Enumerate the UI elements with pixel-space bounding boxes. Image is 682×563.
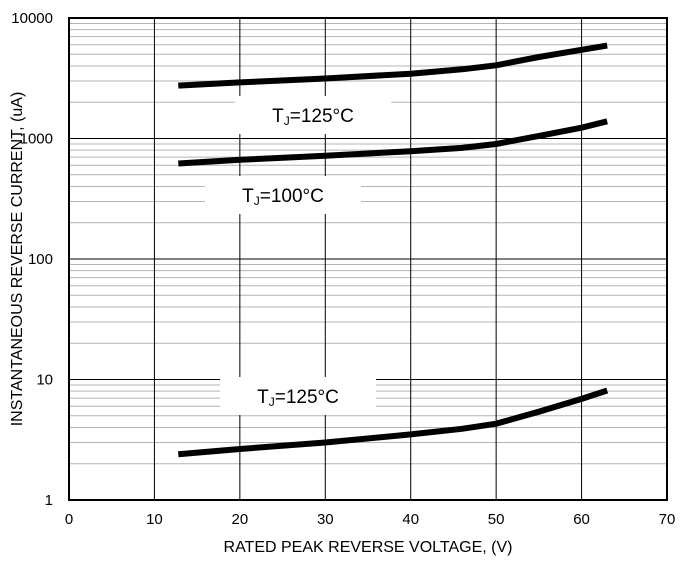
x-tick-label: 30 bbox=[317, 511, 334, 528]
x-tick-label: 40 bbox=[402, 511, 419, 528]
x-tick-label: 20 bbox=[232, 511, 249, 528]
x-tick-label: 60 bbox=[573, 511, 590, 528]
x-tick-labels: 0 10 20 30 40 50 60 70 bbox=[65, 511, 676, 528]
y-tick-label: 10000 bbox=[11, 10, 53, 27]
y-tick-label: 10 bbox=[36, 372, 53, 389]
series-label-text: TJ=100°C bbox=[242, 186, 324, 208]
series-annotations: TJ=125°C TJ=100°C TJ=125°C bbox=[205, 96, 391, 415]
series-line-3 bbox=[178, 387, 609, 458]
series-label-2: TJ=100°C bbox=[205, 176, 361, 214]
y-tick-label: 1000 bbox=[20, 131, 53, 148]
y-axis-title: INSTANTANEOUS REVERSE CURRENT, (uA) bbox=[9, 92, 26, 427]
series-label-bg bbox=[235, 96, 391, 134]
curves bbox=[178, 42, 609, 458]
y-tick-label: 1 bbox=[45, 492, 53, 509]
y-tick-labels: 1 10 100 1000 10000 bbox=[11, 10, 53, 509]
series-label-bg bbox=[220, 377, 376, 415]
plot-frame bbox=[68, 17, 668, 501]
series-label-text: TJ=125°C bbox=[257, 387, 339, 409]
series-line-1 bbox=[178, 42, 608, 89]
y-tick-label: 100 bbox=[28, 251, 53, 268]
series-label-1: TJ=125°C bbox=[235, 96, 391, 134]
series-label-bg bbox=[205, 176, 361, 214]
x-tick-label: 0 bbox=[65, 511, 73, 528]
series-line-2 bbox=[178, 118, 608, 167]
x-tick-label: 10 bbox=[146, 511, 163, 528]
x-axis-title: RATED PEAK REVERSE VOLTAGE, (V) bbox=[224, 539, 513, 556]
series-label-3: TJ=125°C bbox=[220, 377, 376, 415]
series-label-text: TJ=125°C bbox=[272, 106, 354, 128]
x-tick-label: 50 bbox=[488, 511, 505, 528]
x-tick-label: 70 bbox=[659, 511, 676, 528]
